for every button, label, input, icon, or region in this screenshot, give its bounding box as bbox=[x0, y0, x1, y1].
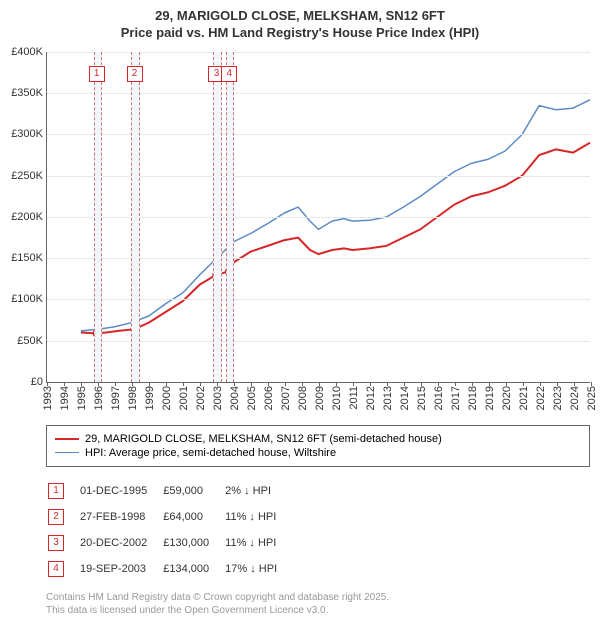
event-marker-4: 4 bbox=[221, 66, 237, 82]
y-axis-label: £100K bbox=[11, 293, 43, 305]
footer-line-1: Contains HM Land Registry data © Crown c… bbox=[46, 591, 600, 604]
event-number-box: 3 bbox=[48, 535, 64, 551]
event-number-box: 2 bbox=[48, 509, 64, 525]
event-price: £59,000 bbox=[163, 479, 223, 503]
x-axis-label: 2023 bbox=[552, 386, 564, 410]
title-line-1: 29, MARIGOLD CLOSE, MELKSHAM, SN12 6FT bbox=[0, 8, 600, 25]
event-band bbox=[226, 52, 234, 382]
event-marker-2: 2 bbox=[127, 66, 143, 82]
x-axis-label: 2019 bbox=[484, 386, 496, 410]
x-axis-label: 2014 bbox=[399, 386, 411, 410]
y-gridline bbox=[47, 134, 590, 135]
x-axis-label: 2018 bbox=[467, 386, 479, 410]
y-axis-label: £50K bbox=[17, 335, 43, 347]
y-gridline bbox=[47, 93, 590, 94]
y-axis-label: £400K bbox=[11, 46, 43, 58]
event-date: 20-DEC-2002 bbox=[80, 531, 161, 555]
x-axis-label: 2011 bbox=[348, 386, 360, 410]
legend-item: 29, MARIGOLD CLOSE, MELKSHAM, SN12 6FT (… bbox=[55, 432, 581, 446]
y-gridline bbox=[47, 217, 590, 218]
y-gridline bbox=[47, 176, 590, 177]
event-diff: 2% ↓ HPI bbox=[225, 479, 291, 503]
x-axis-label: 2021 bbox=[518, 386, 530, 410]
y-axis-label: £150K bbox=[11, 252, 43, 264]
x-axis-label: 2017 bbox=[450, 386, 462, 410]
legend: 29, MARIGOLD CLOSE, MELKSHAM, SN12 6FT (… bbox=[46, 425, 590, 467]
event-band bbox=[131, 52, 139, 382]
x-axis-label: 2022 bbox=[535, 386, 547, 410]
title-line-2: Price paid vs. HM Land Registry's House … bbox=[0, 25, 600, 42]
x-axis-label: 1999 bbox=[144, 386, 156, 410]
x-axis-label: 2008 bbox=[297, 386, 309, 410]
event-number-box: 4 bbox=[48, 561, 64, 577]
event-date: 19-SEP-2003 bbox=[80, 557, 161, 581]
event-price: £64,000 bbox=[163, 505, 223, 529]
event-row: 3 20-DEC-2002£130,00011% ↓ HPI bbox=[48, 531, 291, 555]
event-band bbox=[94, 52, 102, 382]
y-gridline bbox=[47, 52, 590, 53]
legend-label: HPI: Average price, semi-detached house,… bbox=[85, 447, 336, 459]
x-axis-label: 2001 bbox=[178, 386, 190, 410]
chart-title: 29, MARIGOLD CLOSE, MELKSHAM, SN12 6FT P… bbox=[0, 0, 600, 42]
event-number-box: 1 bbox=[48, 483, 64, 499]
legend-label: 29, MARIGOLD CLOSE, MELKSHAM, SN12 6FT (… bbox=[85, 433, 442, 445]
y-axis-label: £350K bbox=[11, 87, 43, 99]
event-diff: 11% ↓ HPI bbox=[225, 531, 291, 555]
y-gridline bbox=[47, 299, 590, 300]
x-axis-label: 2009 bbox=[314, 386, 326, 410]
x-axis-label: 2005 bbox=[246, 386, 258, 410]
legend-swatch bbox=[55, 452, 79, 453]
x-axis-label: 2015 bbox=[416, 386, 428, 410]
x-axis-label: 1995 bbox=[76, 386, 88, 410]
events-table: 101-DEC-1995£59,0002% ↓ HPI227-FEB-1998£… bbox=[46, 477, 293, 583]
footer-line-2: This data is licensed under the Open Gov… bbox=[46, 604, 600, 617]
x-axis-label: 2024 bbox=[569, 386, 581, 410]
x-axis-label: 2016 bbox=[433, 386, 445, 410]
event-row: 2 27-FEB-1998£64,00011% ↓ HPI bbox=[48, 505, 291, 529]
x-axis-label: 1996 bbox=[93, 386, 105, 410]
x-axis-label: 2006 bbox=[263, 386, 275, 410]
event-row: 4 19-SEP-2003£134,00017% ↓ HPI bbox=[48, 557, 291, 581]
x-axis-label: 2004 bbox=[229, 386, 241, 410]
event-price: £134,000 bbox=[163, 557, 223, 581]
series-line-price_paid bbox=[81, 143, 590, 334]
x-axis-label: 2002 bbox=[195, 386, 207, 410]
event-row: 1 01-DEC-1995£59,0002% ↓ HPI bbox=[48, 479, 291, 503]
x-axis-label: 2000 bbox=[161, 386, 173, 410]
y-axis-label: £250K bbox=[11, 170, 43, 182]
y-gridline bbox=[47, 341, 590, 342]
y-axis-label: £300K bbox=[11, 128, 43, 140]
x-axis-label: 2013 bbox=[382, 386, 394, 410]
event-price: £130,000 bbox=[163, 531, 223, 555]
event-marker-1: 1 bbox=[89, 66, 105, 82]
x-axis-label: 2012 bbox=[365, 386, 377, 410]
legend-swatch bbox=[55, 438, 79, 440]
y-gridline bbox=[47, 258, 590, 259]
y-axis-label: £200K bbox=[11, 211, 43, 223]
x-axis-label: 1997 bbox=[110, 386, 122, 410]
x-axis-label: 1998 bbox=[127, 386, 139, 410]
event-date: 01-DEC-1995 bbox=[80, 479, 161, 503]
x-axis-label: 2020 bbox=[501, 386, 513, 410]
plot-area: £0£50K£100K£150K£200K£250K£300K£350K£400… bbox=[46, 52, 590, 383]
event-date: 27-FEB-1998 bbox=[80, 505, 161, 529]
x-axis-label: 2007 bbox=[280, 386, 292, 410]
x-axis-label: 1993 bbox=[42, 386, 54, 410]
x-axis-label: 2010 bbox=[331, 386, 343, 410]
x-axis-label: 1994 bbox=[59, 386, 71, 410]
event-diff: 17% ↓ HPI bbox=[225, 557, 291, 581]
chart-container: 29, MARIGOLD CLOSE, MELKSHAM, SN12 6FT P… bbox=[0, 0, 600, 625]
event-diff: 11% ↓ HPI bbox=[225, 505, 291, 529]
x-axis-label: 2025 bbox=[586, 386, 598, 410]
legend-item: HPI: Average price, semi-detached house,… bbox=[55, 446, 581, 460]
event-band bbox=[213, 52, 221, 382]
x-axis-label: 2003 bbox=[212, 386, 224, 410]
